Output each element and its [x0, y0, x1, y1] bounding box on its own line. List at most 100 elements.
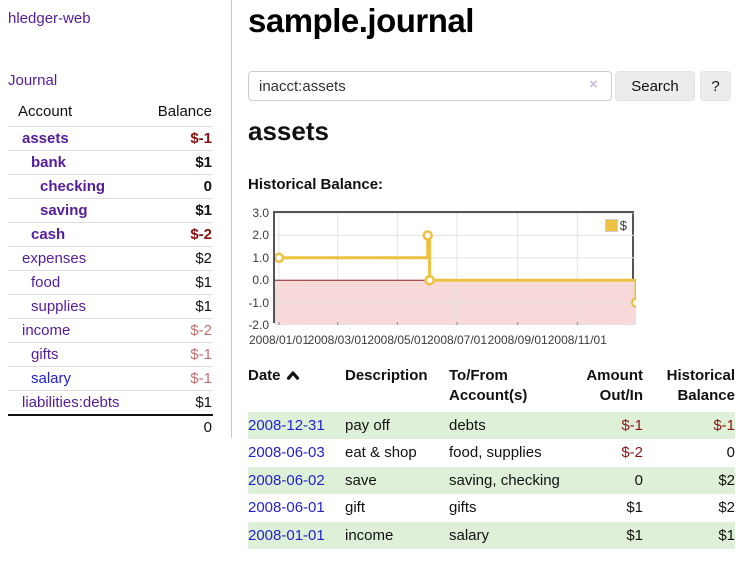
sidebar-account-link-expenses[interactable]: expenses [22, 250, 87, 267]
account-row: food $1 [8, 270, 213, 295]
transaction-row: 2008-06-02 save saving, checking 0 $2 [248, 466, 735, 495]
sidebar: hledger-web Journal Account Balance asse… [0, 0, 231, 582]
clear-search-icon[interactable]: × [589, 76, 598, 93]
y-axis-tick-label: 1.0 [252, 250, 269, 265]
register-header-row: Date Description To/From Account(s) Amou… [248, 364, 735, 412]
transaction-description: pay off [345, 416, 390, 434]
brand-link[interactable]: hledger-web [8, 10, 91, 27]
account-row: bank $1 [8, 150, 213, 175]
account-heading: assets [248, 116, 329, 146]
help-button[interactable]: ? [700, 71, 731, 101]
y-axis-tick-label: 3.0 [252, 206, 269, 220]
register-header-date[interactable]: Date [248, 364, 345, 412]
account-balance: $1 [137, 390, 213, 415]
register-header-balance: Historical Balance [666, 367, 735, 405]
transaction-row: 2008-06-03 eat & shop food, supplies $-2 0 [248, 439, 735, 467]
account-balance: $-1 [137, 366, 213, 391]
transaction-balance: $1 [643, 522, 735, 550]
balance-value: $2 [718, 471, 735, 489]
account-balance: 0 [137, 174, 213, 199]
transaction-date-cell: 2008-06-03 [248, 439, 345, 467]
account-row: liabilities:debts $1 [8, 390, 213, 415]
transaction-date-link[interactable]: 2008-12-31 [248, 416, 325, 434]
transaction-description: eat & shop [345, 444, 417, 461]
chart-heading: Historical Balance: [248, 176, 384, 193]
sidebar-account-link-cash[interactable]: cash [31, 226, 66, 243]
legend-label: $ [619, 218, 627, 233]
transaction-date-link[interactable]: 2008-01-01 [248, 526, 325, 544]
sidebar-account-link-supplies[interactable]: supplies [31, 298, 87, 315]
y-axis-tick-label: 0.0 [252, 273, 269, 288]
transaction-amount: $-1 [569, 412, 643, 440]
transaction-row: 2008-06-01 gift gifts $1 $2 [248, 494, 735, 522]
chart-canvas [275, 213, 636, 325]
sidebar-account-link-income[interactable]: income [22, 322, 71, 339]
transaction-description: income [345, 526, 394, 544]
amount-value: $-1 [621, 416, 643, 434]
transaction-date-link[interactable]: 2008-06-01 [248, 499, 325, 516]
transaction-accounts: gifts [449, 499, 477, 516]
amount-value: 0 [634, 471, 643, 489]
y-axis-tick-label: -2.0 [248, 318, 269, 332]
amount-value: $1 [626, 499, 643, 516]
transaction-description: save [345, 471, 377, 489]
search-input[interactable] [248, 71, 612, 101]
amount-value: $1 [626, 526, 643, 544]
sidebar-account-link-checking[interactable]: checking [40, 178, 106, 195]
balance-value: $2 [718, 499, 735, 516]
transaction-date-link[interactable]: 2008-06-03 [248, 444, 325, 461]
x-axis-tick-label: 2008/09/01 [487, 333, 548, 347]
y-axis-tick-label: -1.0 [248, 295, 269, 310]
transaction-date-cell: 2008-06-02 [248, 467, 345, 495]
sidebar-account-link-salary[interactable]: salary [31, 370, 72, 387]
amount-value: $-2 [621, 444, 643, 461]
sidebar-account-link-food[interactable]: food [31, 274, 61, 291]
account-row: gifts $-1 [8, 342, 213, 367]
x-axis-tick-label: 2008/01/01 [248, 333, 310, 347]
balance-value: $-1 [713, 416, 735, 434]
accounts-table-header: Account Balance [8, 99, 213, 127]
sort-ascending-icon [286, 371, 299, 380]
transaction-row: 2008-01-01 income salary $1 $1 [248, 521, 735, 550]
x-axis-tick-label: 2008/03/01 [307, 333, 368, 347]
search-button[interactable]: Search [615, 71, 695, 101]
search-form: × Search ? [248, 71, 734, 101]
y-axis-tick-label: 2.0 [252, 228, 269, 243]
sidebar-account-link-bank[interactable]: bank [31, 154, 67, 171]
register-header-description: Description [345, 367, 428, 384]
transaction-date-cell: 2008-06-01 [248, 494, 345, 522]
main-content: sample.journal × Search ? assets Histori… [248, 0, 742, 582]
account-row: expenses $2 [8, 246, 213, 271]
register-header-amount: Amount Out/In [586, 367, 643, 405]
sidebar-divider [231, 0, 232, 438]
transaction-date-cell: 2008-12-31 [248, 412, 345, 440]
account-row: salary $-1 [8, 366, 213, 391]
accounts-table: Account Balance assets $-1 bank $1 checking 0… [8, 99, 213, 439]
transaction-date-link[interactable]: 2008-06-02 [248, 471, 325, 489]
account-balance: $1 [137, 150, 213, 175]
sidebar-account-link-liabilities-debts[interactable]: liabilities:debts [22, 394, 120, 411]
register-header-accounts: To/From Account(s) [449, 367, 528, 405]
register-table: Date Description To/From Account(s) Amou… [248, 364, 735, 549]
sidebar-item-journal[interactable]: Journal [8, 72, 58, 89]
transaction-amount: $1 [569, 494, 643, 522]
sidebar-account-link-saving[interactable]: saving [40, 202, 88, 219]
transaction-balance: 0 [643, 439, 735, 467]
account-balance: $-2 [137, 222, 213, 247]
account-row: cash $-2 [8, 222, 213, 247]
page-title: sample.journal [248, 2, 474, 39]
account-row: saving $1 [8, 198, 213, 223]
transaction-row: 2008-12-31 pay off debts $-1 $-1 [248, 411, 735, 440]
sidebar-account-link-gifts[interactable]: gifts [31, 346, 59, 363]
account-balance: $1 [137, 198, 213, 223]
sidebar-account-link-assets[interactable]: assets [22, 130, 69, 147]
account-balance: $1 [137, 294, 213, 319]
balance-value: 0 [726, 444, 735, 461]
account-row: income $-2 [8, 318, 213, 343]
transaction-date-cell: 2008-01-01 [248, 522, 345, 550]
chart-plot-area: $ [273, 211, 636, 325]
account-balance: $1 [137, 270, 213, 295]
transaction-accounts: debts [449, 416, 486, 434]
balance-value: $1 [718, 526, 735, 544]
transaction-description: gift [345, 499, 366, 516]
